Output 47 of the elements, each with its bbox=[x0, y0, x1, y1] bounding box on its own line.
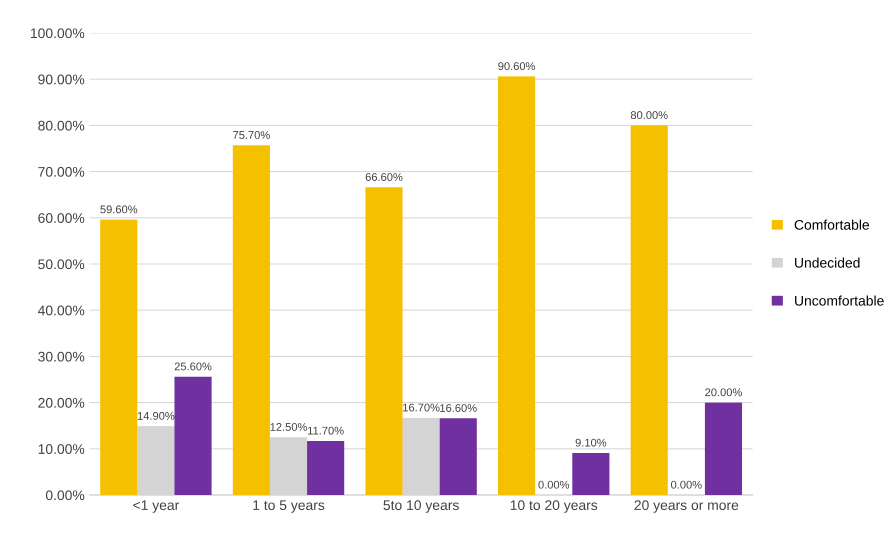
y-tick-label: 10.00% bbox=[38, 444, 84, 454]
bar bbox=[365, 187, 403, 495]
data-label: 59.60% bbox=[100, 205, 138, 214]
bar bbox=[137, 426, 174, 495]
x-tick-label: 10 to 20 years bbox=[510, 500, 598, 513]
data-label: 16.70% bbox=[403, 404, 440, 412]
data-label: 14.90% bbox=[138, 412, 174, 420]
legend-label: Uncomfortable bbox=[795, 295, 884, 306]
bar bbox=[402, 418, 440, 495]
y-tick-label: 80.00% bbox=[38, 120, 84, 131]
y-tick-label: 0.00% bbox=[46, 490, 84, 500]
y-tick-label: 90.00% bbox=[38, 74, 84, 84]
data-label: 20.00% bbox=[705, 388, 742, 396]
data-label: 25.60% bbox=[174, 362, 212, 370]
y-tick-label: 60.00% bbox=[38, 213, 84, 223]
y-tick-label: 70.00% bbox=[38, 166, 84, 177]
y-tick-label: 40.00% bbox=[38, 306, 84, 316]
legend-label: Undecided bbox=[795, 258, 860, 268]
data-label: 0.00% bbox=[671, 480, 702, 489]
bar bbox=[174, 376, 212, 495]
bar bbox=[440, 418, 477, 495]
data-label: 80.00% bbox=[630, 111, 668, 120]
data-label: 16.60% bbox=[440, 404, 477, 412]
x-tick-label: 20 years or more bbox=[634, 500, 738, 513]
data-label: 0.00% bbox=[538, 480, 570, 489]
data-label: 12.50% bbox=[270, 423, 307, 431]
data-label: 90.60% bbox=[498, 62, 536, 70]
y-tick-label: 20.00% bbox=[38, 398, 84, 408]
data-label: 9.10% bbox=[576, 438, 606, 447]
x-tick-label: 1 to 5 years bbox=[253, 500, 324, 513]
data-label: 75.70% bbox=[233, 131, 270, 139]
bar bbox=[100, 220, 138, 495]
y-tick-label: 30.00% bbox=[38, 352, 84, 362]
x-tick-label: <1 year bbox=[133, 500, 180, 513]
bar bbox=[232, 145, 270, 495]
bar bbox=[572, 452, 610, 495]
bar bbox=[270, 437, 308, 495]
x-tick-label: 5to 10 years bbox=[383, 500, 459, 513]
legend-label: Comfortable bbox=[794, 220, 870, 230]
y-tick-label: 50.00% bbox=[38, 259, 84, 270]
data-label: 66.60% bbox=[366, 173, 402, 181]
bar bbox=[704, 402, 742, 495]
bar bbox=[630, 125, 668, 495]
bar bbox=[307, 440, 344, 495]
data-label: 11.70% bbox=[308, 426, 344, 435]
y-tick-label: 100.00% bbox=[30, 28, 84, 38]
bar bbox=[498, 76, 536, 495]
